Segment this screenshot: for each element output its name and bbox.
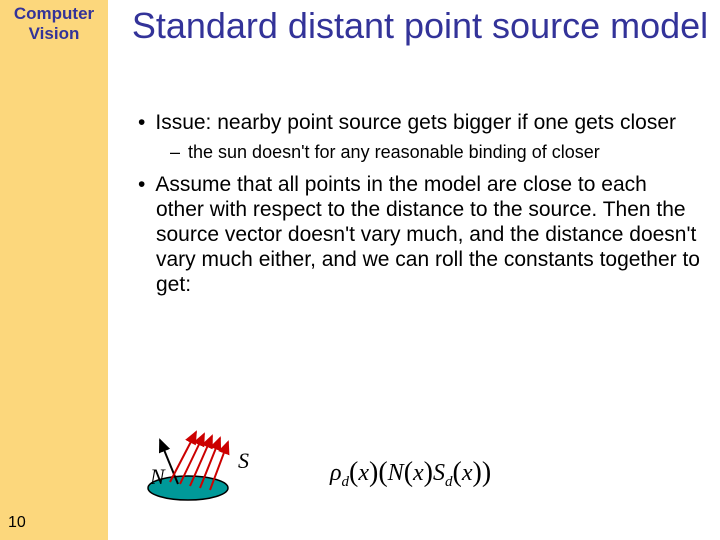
- formula: ρd(x)(N(x)Sd(x)): [330, 456, 491, 491]
- content-area: Issue: nearby point source gets bigger i…: [130, 110, 700, 304]
- x2: x: [413, 460, 424, 486]
- course-label: Computer Vision: [0, 4, 108, 45]
- x1: x: [358, 460, 369, 486]
- subbullet-sun: the sun doesn't for any reasonable bindi…: [130, 141, 700, 164]
- lparen1: (: [349, 457, 358, 488]
- n-label: N: [150, 464, 165, 490]
- page-number: 10: [8, 514, 26, 532]
- bullet-issue: Issue: nearby point source gets bigger i…: [130, 110, 700, 135]
- lparen3: (: [404, 457, 413, 488]
- S: S: [433, 460, 445, 486]
- rparen4: ): [472, 457, 481, 488]
- bullet-assume: Assume that all points in the model are …: [130, 172, 700, 298]
- sidebar: Computer Vision: [0, 0, 108, 540]
- sub-d2: d: [445, 474, 453, 490]
- slide-title: Standard distant point source model: [130, 6, 710, 46]
- lparen4: (: [453, 457, 462, 488]
- rparen3: ): [424, 457, 433, 488]
- s-label: S: [238, 448, 249, 474]
- x3: x: [462, 460, 473, 486]
- N: N: [388, 460, 404, 486]
- rho: ρ: [330, 460, 342, 486]
- rparen1: ): [369, 457, 378, 488]
- sub-d: d: [342, 474, 350, 490]
- rparen2: ): [482, 457, 491, 488]
- lparen2: (: [378, 457, 387, 488]
